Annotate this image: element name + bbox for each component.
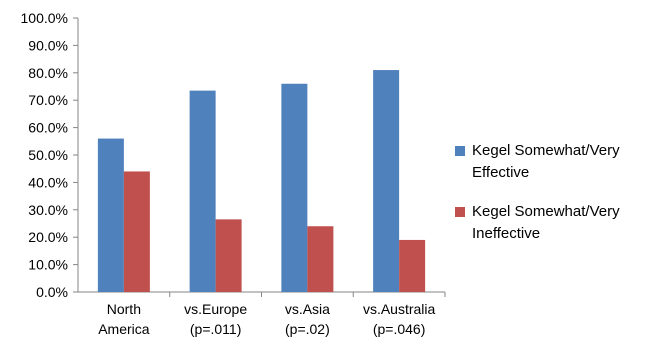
y-tick-label: 100.0% [21, 10, 68, 26]
y-tick-label: 70.0% [28, 92, 68, 108]
y-axis-ticks: 0.0% 10.0% 20.0% 30.0% 40.0% 50.0% 60.0% 70.0% 8… [21, 10, 78, 300]
x-category-label: vs.Asia (p=.02) [285, 301, 330, 337]
legend-swatch-effective [455, 146, 465, 156]
y-tick-label: 30.0% [28, 202, 68, 218]
legend-swatch-ineffective [455, 207, 465, 217]
x-axis-labels: North America vs.Europe (p=.011) vs.Asia (p=.… [98, 292, 446, 337]
y-tick-label: 90.0% [28, 37, 68, 53]
bar-effective-1 [189, 90, 216, 292]
y-tick-label: 20.0% [28, 229, 68, 245]
y-tick-label: 10.0% [28, 257, 68, 273]
bar-ineffective-2 [307, 226, 334, 292]
y-tick-label: 40.0% [28, 174, 68, 190]
bar-ineffective-0 [123, 171, 150, 292]
bars [97, 70, 426, 292]
y-tick-label: 50.0% [28, 147, 68, 163]
bar-effective-3 [373, 70, 400, 292]
y-tick-label: 60.0% [28, 120, 68, 136]
x-category-label: vs.Australia (p=.046) [363, 301, 436, 337]
y-tick-label: 0.0% [36, 284, 68, 300]
bar-ineffective-1 [215, 219, 242, 292]
bar-effective-2 [281, 83, 308, 292]
legend: Kegel Somewhat/Very Effective Kegel Some… [455, 140, 645, 262]
bar-effective-0 [97, 138, 124, 292]
legend-label-effective: Kegel Somewhat/Very Effective [472, 142, 620, 181]
bar-ineffective-3 [399, 239, 426, 292]
legend-item-ineffective: Kegel Somewhat/Very Ineffective [455, 201, 645, 245]
legend-item-effective: Kegel Somewhat/Very Effective [455, 140, 645, 184]
legend-label-ineffective: Kegel Somewhat/Very Ineffective [472, 203, 620, 242]
x-category-label: North America [98, 301, 150, 337]
y-tick-label: 80.0% [28, 65, 68, 81]
x-category-label: vs.Europe (p=.011) [184, 301, 247, 337]
